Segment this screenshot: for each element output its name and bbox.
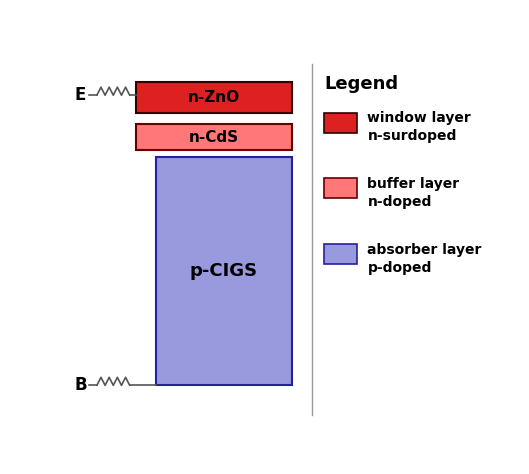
Bar [324,112,357,133]
Text: n-ZnO: n-ZnO [188,91,240,105]
Bar [324,244,357,264]
Text: n-doped: n-doped [368,195,432,209]
Text: window layer: window layer [368,111,471,125]
Text: n-surdoped: n-surdoped [368,129,457,144]
Bar [324,178,357,198]
Bar [136,124,291,150]
Text: E: E [74,86,86,104]
Text: p-CIGS: p-CIGS [190,262,258,280]
Bar [136,82,291,113]
Text: n-CdS: n-CdS [189,130,239,145]
Text: Legend: Legend [324,75,398,93]
Text: buffer layer: buffer layer [368,177,460,191]
Text: p-doped: p-doped [368,261,432,275]
Text: B: B [74,376,87,394]
Text: absorber layer: absorber layer [368,243,482,256]
Bar [157,157,291,385]
